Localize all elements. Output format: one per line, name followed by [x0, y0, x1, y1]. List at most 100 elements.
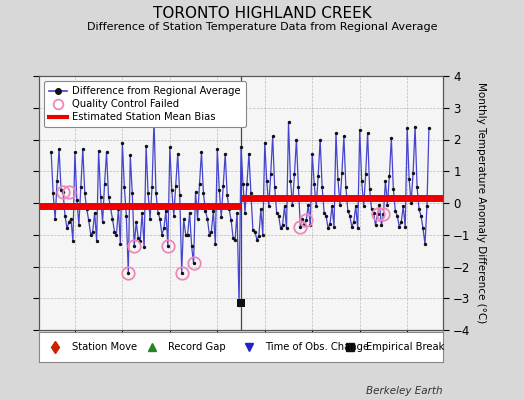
Point [203, 216, 212, 222]
Point [255, 233, 263, 240]
Point [379, 211, 388, 217]
Point [296, 224, 304, 230]
Point [425, 125, 433, 132]
Point [249, 227, 257, 233]
Point [277, 225, 285, 232]
Point [144, 190, 152, 197]
Point [201, 208, 210, 214]
Point [128, 190, 136, 197]
Point [180, 216, 188, 222]
Point [302, 217, 311, 224]
Point [409, 170, 417, 176]
Point [391, 208, 399, 214]
Point [227, 217, 235, 224]
Point [171, 182, 180, 189]
Point [419, 225, 427, 232]
Point [112, 232, 121, 238]
Point [154, 209, 162, 216]
Point [199, 190, 208, 197]
Point [136, 238, 144, 244]
Point [401, 224, 409, 230]
Point [340, 133, 348, 140]
Point [114, 206, 123, 212]
Point [73, 197, 81, 203]
Point [346, 212, 354, 219]
Point [263, 178, 271, 184]
Point [413, 184, 421, 190]
Point [207, 228, 215, 235]
Point [395, 224, 403, 230]
Point [163, 243, 172, 249]
Point [69, 238, 77, 244]
Point [225, 206, 233, 212]
Point [393, 212, 401, 219]
Point [239, 181, 247, 187]
Point [421, 241, 429, 248]
Point [306, 222, 314, 228]
Point [308, 150, 316, 157]
Point [250, 228, 259, 235]
Point [191, 189, 200, 195]
Text: Empirical Break: Empirical Break [366, 342, 444, 352]
Point [326, 220, 334, 227]
Point [158, 232, 166, 238]
Point [118, 140, 127, 146]
Point [53, 178, 61, 184]
Point [51, 216, 59, 222]
Point [265, 203, 273, 209]
Point [77, 184, 85, 190]
Point [193, 216, 202, 222]
Point [405, 176, 413, 182]
Point [241, 209, 249, 216]
Point [280, 203, 289, 209]
Point [355, 127, 364, 133]
Point [233, 209, 241, 216]
Text: Station Move: Station Move [72, 342, 137, 352]
Point [304, 201, 312, 208]
Point [278, 222, 287, 228]
Point [140, 244, 148, 251]
Point [108, 216, 117, 222]
Point [350, 219, 358, 225]
Point [377, 222, 386, 228]
Point [152, 190, 160, 197]
Point [354, 225, 362, 232]
Point [314, 173, 322, 179]
Point [178, 270, 186, 276]
Point [189, 260, 198, 266]
Point [322, 212, 330, 219]
Point [173, 150, 182, 157]
Point [369, 209, 378, 216]
Point [219, 182, 227, 189]
Point [367, 206, 376, 212]
Point [217, 214, 225, 220]
Point [101, 181, 109, 187]
Point [162, 208, 170, 214]
Point [183, 232, 192, 238]
Point [176, 192, 184, 198]
Point [79, 146, 87, 152]
Point [403, 125, 411, 132]
Point [373, 211, 381, 217]
Point [399, 203, 407, 209]
Point [71, 149, 79, 155]
Point [237, 144, 245, 151]
Point [170, 212, 178, 219]
Point [397, 219, 406, 225]
Point [417, 212, 425, 219]
Point [375, 201, 384, 208]
Point [288, 201, 297, 208]
Point [213, 146, 222, 152]
Point [84, 217, 93, 224]
Point [337, 170, 346, 176]
Point [285, 119, 293, 125]
Point [330, 224, 338, 230]
Point [320, 209, 329, 216]
Point [259, 232, 267, 238]
Point [63, 225, 71, 232]
Point [352, 203, 360, 209]
Point [83, 206, 91, 212]
Y-axis label: Monthly Temperature Anomaly Difference (°C): Monthly Temperature Anomaly Difference (… [476, 82, 486, 324]
Point [365, 186, 374, 192]
Point [110, 228, 118, 235]
